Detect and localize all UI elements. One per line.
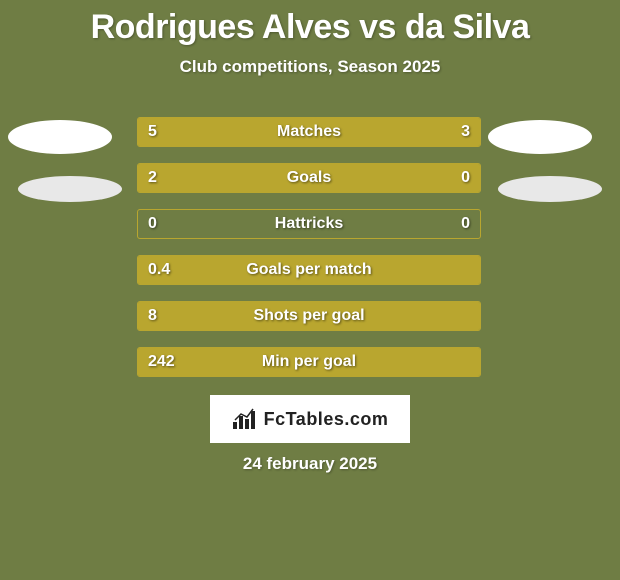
stat-label: Goals xyxy=(287,169,331,187)
bar-chart-icon xyxy=(232,408,260,430)
stat-bar-track: Goals 2 0 xyxy=(137,163,481,193)
stat-value-right: 0 xyxy=(461,169,470,187)
stat-label: Goals per match xyxy=(246,261,371,279)
stat-value-right: 3 xyxy=(461,123,470,141)
player-left-avatar-shadow xyxy=(18,176,122,202)
stat-value-left: 0 xyxy=(148,215,157,233)
stat-label: Shots per goal xyxy=(253,307,364,325)
date-label: 24 february 2025 xyxy=(0,454,620,474)
player-right-avatar xyxy=(488,120,592,154)
stat-label: Matches xyxy=(277,123,341,141)
player-right-avatar-shadow xyxy=(498,176,602,202)
stat-row: Hattricks 0 0 xyxy=(0,209,620,239)
stat-bar-track: Min per goal 242 xyxy=(137,347,481,377)
player-left-avatar xyxy=(8,120,112,154)
stat-bar-track: Goals per match 0.4 xyxy=(137,255,481,285)
stat-value-right: 0 xyxy=(461,215,470,233)
logo-text: FcTables.com xyxy=(264,409,389,430)
stat-value-left: 242 xyxy=(148,353,175,371)
stat-bar-track: Shots per goal 8 xyxy=(137,301,481,331)
page-title: Rodrigues Alves vs da Silva xyxy=(0,0,620,47)
stat-row: Goals per match 0.4 xyxy=(0,255,620,285)
stat-label: Min per goal xyxy=(262,353,356,371)
stat-label: Hattricks xyxy=(275,215,343,233)
stat-bar-track: Hattricks 0 0 xyxy=(137,209,481,239)
stat-row: Shots per goal 8 xyxy=(0,301,620,331)
stat-value-left: 8 xyxy=(148,307,157,325)
stat-value-left: 5 xyxy=(148,123,157,141)
stat-row: Min per goal 242 xyxy=(0,347,620,377)
stat-value-left: 0.4 xyxy=(148,261,170,279)
stat-bar-track: Matches 5 3 xyxy=(137,117,481,147)
stat-value-left: 2 xyxy=(148,169,157,187)
stat-bar-left xyxy=(138,164,401,192)
page-subtitle: Club competitions, Season 2025 xyxy=(0,57,620,77)
fctables-logo[interactable]: FcTables.com xyxy=(210,395,410,443)
stats-comparison: Matches 5 3 Goals 2 0 Hattricks 0 0 Goals per mat… xyxy=(0,117,620,377)
